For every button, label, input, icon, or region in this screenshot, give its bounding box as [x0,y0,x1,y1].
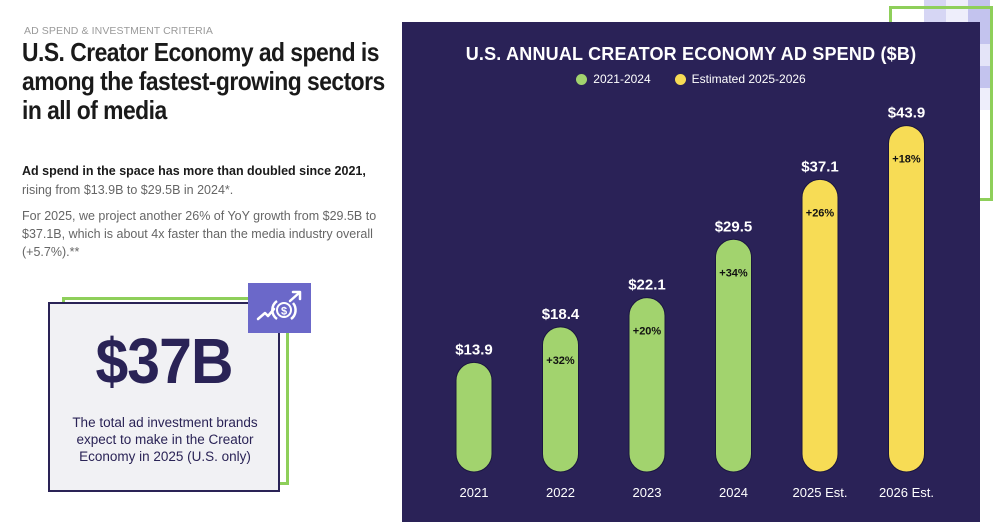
bar-growth-label: +32% [546,355,575,367]
stat-card: $37B The total ad investment brands expe… [48,302,280,492]
bar-value-label: $29.5 [715,218,753,235]
bar-value-label: $18.4 [542,306,580,323]
decorative-tile [968,0,990,22]
legend-dot-actual [576,73,588,85]
x-tick-label: 2026 Est. [879,485,934,500]
bar [888,125,925,473]
intro-bold: Ad spend in the space has more than doub… [22,164,366,178]
bar-group: $43.9 +18% 2026 Est. [879,105,934,500]
decorative-tile [946,0,968,22]
chart-panel: U.S. ANNUAL CREATOR ECONOMY AD SPEND ($B… [402,22,980,522]
bar [628,297,666,473]
bar-group: $22.1 +20% 2023 [628,277,666,500]
x-tick-label: 2024 [719,485,748,500]
legend-item-estimated: Estimated 2025-2026 [674,72,806,86]
source-footnote-clipped [800,524,960,530]
legend-item-actual: 2021-2024 [576,72,651,86]
bar-group: $37.1 +26% 2025 Est. [793,158,848,500]
bar-value-label: $13.9 [455,341,493,358]
svg-text:$: $ [280,306,286,318]
bar-growth-label: +20% [633,326,662,338]
bar [801,178,839,473]
bar [542,326,579,473]
decorative-tile [924,0,946,22]
bar-value-label: $22.1 [628,277,666,294]
bar-chart: $13.9 2021 $18.4 +32% 2022 $22.1 +20% 2023 $29.5… [455,105,934,500]
stat-description: The total ad investment brands expect to… [72,415,258,464]
x-tick-label: 2025 Est. [793,485,848,500]
projection-paragraph: For 2025, we project another 26% of YoY … [22,209,377,259]
bar-growth-label: +18% [892,154,921,166]
bar [455,361,493,473]
x-tick-label: 2022 [546,485,575,500]
legend-dot-estimated [674,73,686,85]
bar-group: $18.4 +32% 2022 [542,306,580,500]
bar-group: $13.9 2021 [455,341,493,500]
x-tick-label: 2023 [633,485,662,500]
page-headline: U.S. Creator Economy ad spend is among t… [22,37,385,125]
dollar-growth-icon: $ [248,283,311,333]
stat-value: $37B [95,325,233,397]
bar-group: $29.5 +34% 2024 [715,218,753,500]
bar-value-label: $37.1 [801,158,839,175]
bar-growth-label: +34% [719,267,748,279]
intro-rest: rising from $13.9B to $29.5B in 2024*. [22,183,234,197]
legend-label-actual: 2021-2024 [593,72,651,86]
legend-label-estimated: Estimated 2025-2026 [691,72,806,86]
bar-value-label: $43.9 [888,105,926,122]
intro-paragraph: Ad spend in the space has more than doub… [22,162,392,200]
chart-title: U.S. ANNUAL CREATOR ECONOMY AD SPEND ($B… [465,44,917,64]
bar [715,238,752,473]
bar-growth-label: +26% [806,207,835,219]
section-eyebrow: AD SPEND & INVESTMENT CRITERIA [24,25,213,37]
chart-legend: 2021-2024 Estimated 2025-2026 [402,72,980,86]
x-tick-label: 2021 [460,485,489,500]
